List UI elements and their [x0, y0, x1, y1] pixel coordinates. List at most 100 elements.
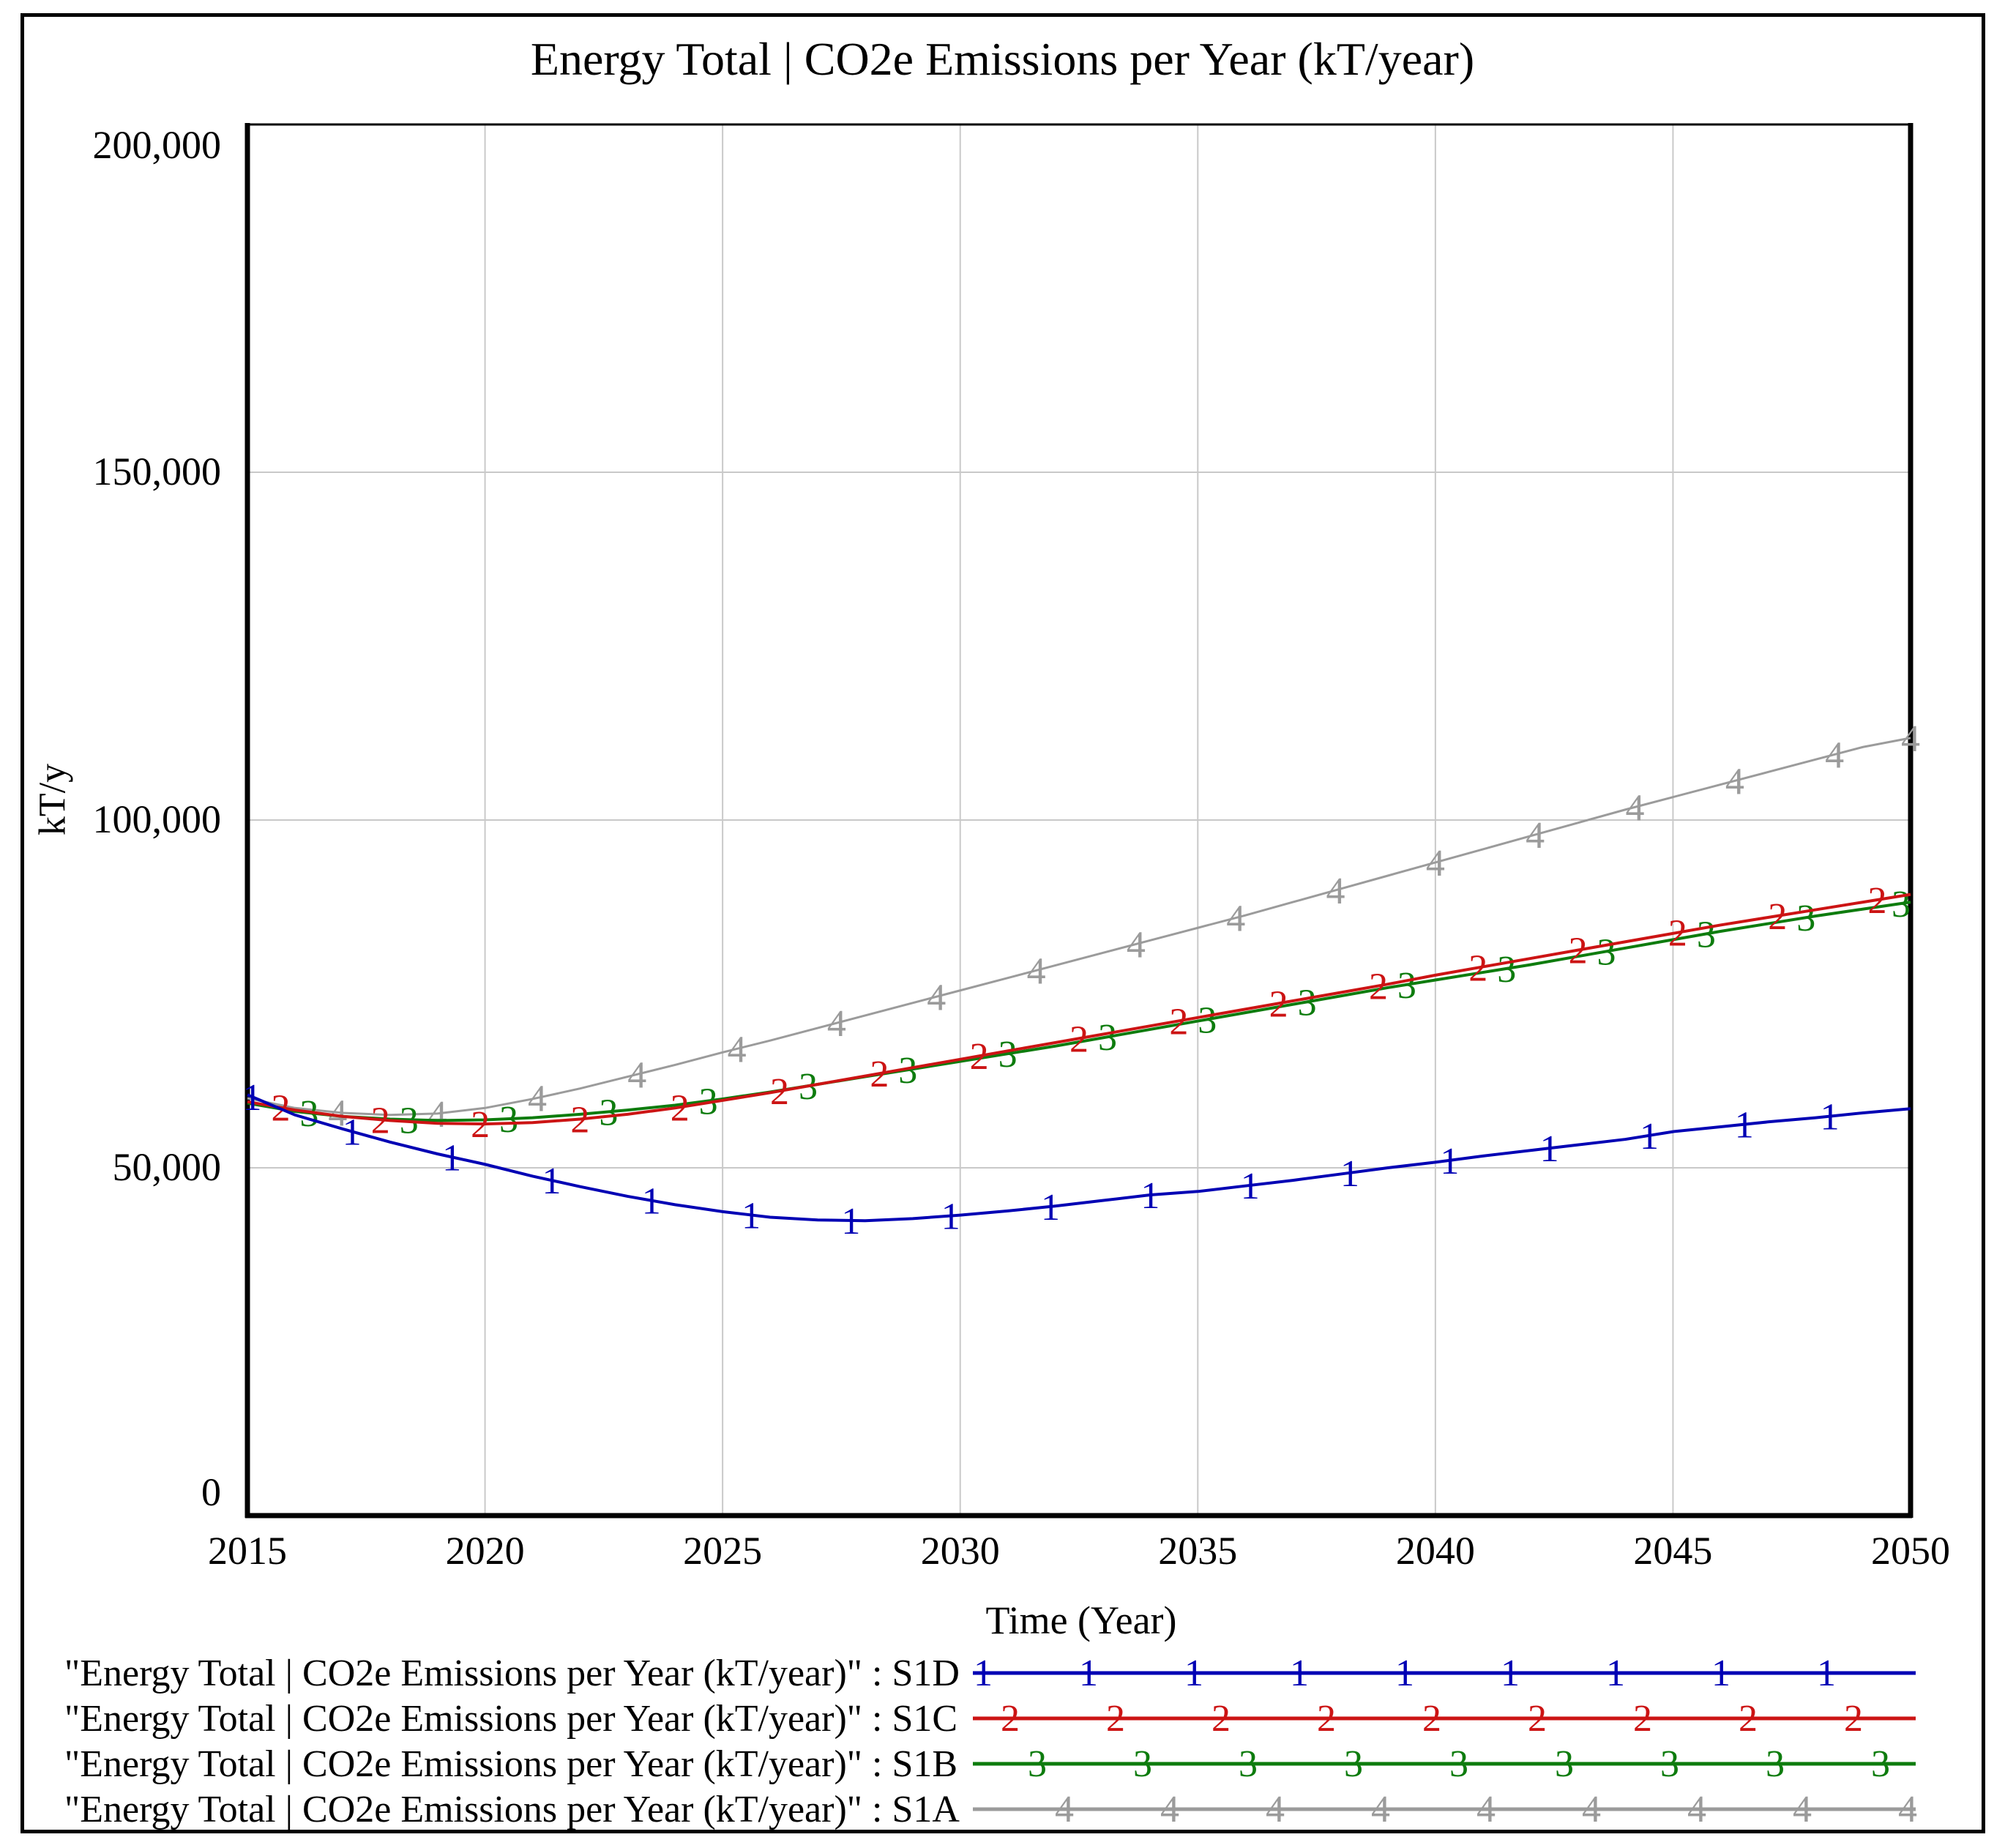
legend-marker-digit: 4 [1266, 1789, 1285, 1830]
legend-marker-digit: 2 [1106, 1698, 1125, 1740]
x-tick-label: 2050 [1871, 1529, 1950, 1573]
series-marker-s1c: 2 [1868, 880, 1887, 922]
series-marker-s1a: 4 [1901, 718, 1920, 760]
series-marker-s1c: 2 [1169, 1001, 1188, 1043]
series-marker-s1d: 1 [1241, 1166, 1260, 1207]
series-line-s1b [247, 901, 1911, 1122]
x-tick-label: 2015 [208, 1529, 287, 1573]
legend-marker-digit: 4 [1687, 1789, 1706, 1830]
legend-marker-digit: 4 [1582, 1789, 1601, 1830]
series-line-s1a [247, 737, 1911, 1117]
x-tick-label: 2040 [1396, 1529, 1475, 1573]
chart-title: Energy Total | CO2e Emissions per Year (… [530, 33, 1475, 85]
legend-item-s1b: "Energy Total | CO2e Emissions per Year … [64, 1741, 1919, 1786]
series-marker-s1d: 1 [1540, 1128, 1559, 1170]
series-marker-s1d: 1 [642, 1181, 661, 1223]
series-marker-s1a: 4 [827, 1003, 846, 1045]
legend-marker-digit: 2 [1844, 1698, 1863, 1740]
legend-item-s1d: "Energy Total | CO2e Emissions per Year … [64, 1650, 1919, 1696]
series-marker-s1c: 2 [770, 1071, 789, 1113]
series-marker-s1b: 3 [499, 1099, 518, 1141]
series-marker-s1a: 4 [1625, 787, 1644, 829]
legend-swatch-s1c: 2 2 2 2 2 2 2 2 2 [973, 1698, 1916, 1740]
legend: "Energy Total | CO2e Emissions per Year … [64, 1650, 1919, 1832]
legend-marker-digit: 2 [1739, 1698, 1758, 1740]
x-tick-label: 2030 [921, 1529, 1000, 1573]
legend-marker-digit: 1 [974, 1653, 993, 1694]
y-tick-label: 150,000 [93, 450, 222, 493]
series-marker-s1b: 3 [1697, 914, 1716, 955]
series-marker-s1a: 4 [1226, 898, 1245, 940]
series-marker-s1d: 1 [1340, 1153, 1359, 1195]
series-marker-s1a: 4 [428, 1094, 447, 1136]
series-line-s1d [247, 1093, 1911, 1223]
legend-marker-digit: 1 [1395, 1653, 1414, 1694]
series-marker-s1d: 1 [742, 1195, 761, 1237]
series-marker-s1c: 2 [671, 1087, 690, 1129]
series-marker-s1d: 1 [841, 1201, 860, 1242]
series-marker-s1b: 3 [1397, 965, 1416, 1007]
series-marker-s1a: 4 [1426, 843, 1445, 884]
y-tick-label: 100,000 [93, 797, 222, 841]
series-marker-s1b: 3 [1892, 884, 1911, 925]
series-marker-s1b: 3 [1098, 1017, 1117, 1059]
legend-marker-digit: 2 [1633, 1698, 1652, 1740]
series-marker-s1d: 1 [442, 1137, 461, 1179]
legend-marker-digit: 2 [1211, 1698, 1231, 1740]
series-marker-s1a: 4 [927, 977, 946, 1018]
series-marker-s1a: 4 [1526, 815, 1545, 857]
legend-marker-digit: 4 [1371, 1789, 1390, 1830]
series-marker-s1d: 1 [1041, 1187, 1060, 1229]
series-marker-s1c: 2 [1069, 1018, 1089, 1060]
legend-item-s1a: "Energy Total | CO2e Emissions per Year … [64, 1786, 1919, 1832]
series-marker-s1a: 4 [1027, 950, 1046, 992]
series-marker-s1c: 2 [371, 1100, 390, 1141]
series-marker-s1a: 4 [1825, 735, 1844, 777]
y-tick-label: 0 [201, 1470, 221, 1514]
legend-marker-digit: 3 [1239, 1743, 1258, 1785]
series-marker-s1c: 2 [1369, 966, 1388, 1007]
series-marker-s1b: 3 [1796, 898, 1815, 939]
legend-marker-digit: 2 [1528, 1698, 1547, 1740]
legend-marker-digit: 3 [1555, 1743, 1574, 1785]
series-marker-s1d: 1 [1735, 1105, 1754, 1147]
legend-label-s1c: "Energy Total | CO2e Emissions per Year … [64, 1697, 958, 1740]
legend-marker-digit: 3 [1871, 1743, 1890, 1785]
series-marker-s1c: 2 [870, 1054, 889, 1095]
legend-swatch-s1b: 3 3 3 3 3 3 3 3 3 [973, 1743, 1916, 1785]
y-tick-label: 200,000 [93, 123, 222, 167]
legend-marker-digit: 1 [1711, 1653, 1730, 1694]
series-marker-s1a: 4 [1725, 761, 1744, 802]
series-marker-s1d: 1 [1821, 1097, 1840, 1139]
legend-marker-digit: 3 [1449, 1743, 1468, 1785]
series-marker-s1c: 2 [570, 1100, 589, 1141]
series-marker-s1c: 2 [1768, 896, 1787, 938]
legend-marker-digit: 3 [1660, 1743, 1679, 1785]
legend-item-s1c: "Energy Total | CO2e Emissions per Year … [64, 1696, 1919, 1741]
legend-marker-digit: 1 [1817, 1653, 1836, 1694]
series-marker-s1b: 3 [1198, 999, 1217, 1041]
x-tick-label: 2025 [683, 1529, 762, 1573]
x-tick-label: 2020 [446, 1529, 525, 1573]
legend-marker-digit: 4 [1898, 1789, 1917, 1830]
series-marker-s1c: 2 [1269, 983, 1288, 1025]
legend-marker-digit: 2 [1317, 1698, 1336, 1740]
legend-swatch-s1d: 1 1 1 1 1 1 1 1 1 [973, 1653, 1916, 1694]
series-marker-s1a: 4 [1326, 871, 1345, 912]
series-marker-s1b: 3 [599, 1092, 618, 1133]
legend-marker-digit: 2 [1001, 1698, 1020, 1740]
legend-label-s1d: "Energy Total | CO2e Emissions per Year … [64, 1652, 960, 1694]
legend-marker-digit: 4 [1476, 1789, 1496, 1830]
series-marker-s1d: 1 [1440, 1141, 1459, 1182]
legend-marker-digit: 3 [1766, 1743, 1785, 1785]
series-marker-s1d: 1 [1640, 1116, 1659, 1158]
series-marker-s1b: 3 [1597, 931, 1616, 973]
legend-marker-digit: 4 [1793, 1789, 1812, 1830]
series-marker-s1d: 1 [941, 1196, 960, 1238]
series-marker-s1a: 4 [728, 1029, 747, 1070]
series-marker-s1d: 1 [1140, 1175, 1160, 1217]
legend-marker-digit: 2 [1422, 1698, 1441, 1740]
legend-marker-digit: 3 [1133, 1743, 1152, 1785]
